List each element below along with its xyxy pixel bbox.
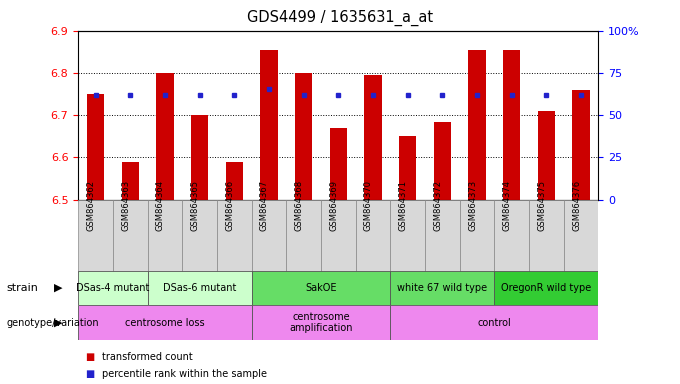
Bar <box>538 111 555 200</box>
Text: percentile rank within the sample: percentile rank within the sample <box>102 369 267 379</box>
Bar <box>564 200 598 273</box>
Bar <box>226 162 243 200</box>
Bar <box>573 90 590 200</box>
Bar <box>148 200 182 273</box>
Text: GSM864366: GSM864366 <box>225 180 234 231</box>
Text: GSM864373: GSM864373 <box>468 180 477 231</box>
Bar <box>390 200 425 273</box>
Text: ▶: ▶ <box>54 283 62 293</box>
Bar <box>78 271 148 305</box>
Bar <box>425 200 460 273</box>
Bar <box>113 200 148 273</box>
Bar <box>434 122 451 200</box>
Bar <box>252 200 286 273</box>
Text: GSM864375: GSM864375 <box>537 180 546 231</box>
Bar <box>191 115 208 200</box>
Text: genotype/variation: genotype/variation <box>7 318 99 328</box>
Text: ■: ■ <box>85 369 95 379</box>
Text: transformed count: transformed count <box>102 352 192 362</box>
Bar <box>364 75 381 200</box>
Text: GSM864368: GSM864368 <box>294 180 303 231</box>
Bar <box>78 200 113 273</box>
Text: GDS4499 / 1635631_a_at: GDS4499 / 1635631_a_at <box>247 10 433 26</box>
Text: DSas-4 mutant: DSas-4 mutant <box>76 283 150 293</box>
Bar <box>399 136 416 200</box>
Bar <box>494 200 529 273</box>
Text: control: control <box>477 318 511 328</box>
Text: GSM864369: GSM864369 <box>329 180 338 231</box>
Text: GSM864363: GSM864363 <box>121 180 130 231</box>
Text: strain: strain <box>7 283 39 293</box>
Bar <box>503 50 520 200</box>
Bar <box>390 271 494 305</box>
Text: GSM864362: GSM864362 <box>86 180 95 231</box>
Bar <box>356 200 390 273</box>
Text: GSM864372: GSM864372 <box>433 180 442 231</box>
Bar <box>330 128 347 200</box>
Bar <box>469 50 486 200</box>
Bar <box>217 200 252 273</box>
Bar <box>87 94 104 200</box>
Bar <box>260 50 277 200</box>
Text: OregonR wild type: OregonR wild type <box>501 283 592 293</box>
Bar <box>148 271 252 305</box>
Bar <box>78 305 252 340</box>
Bar <box>122 162 139 200</box>
Bar <box>252 271 390 305</box>
Bar <box>321 200 356 273</box>
Text: SakOE: SakOE <box>305 283 337 293</box>
Text: GSM864371: GSM864371 <box>398 180 407 231</box>
Text: white 67 wild type: white 67 wild type <box>397 283 488 293</box>
Bar <box>252 305 390 340</box>
Text: GSM864374: GSM864374 <box>503 180 511 231</box>
Text: GSM864376: GSM864376 <box>572 180 581 231</box>
Text: GSM864365: GSM864365 <box>190 180 200 231</box>
Text: GSM864364: GSM864364 <box>156 180 165 231</box>
Bar <box>295 73 312 200</box>
Bar <box>494 271 598 305</box>
Text: GSM864367: GSM864367 <box>260 180 269 231</box>
Bar <box>156 73 173 200</box>
Bar <box>286 200 321 273</box>
Bar <box>460 200 494 273</box>
Text: centrosome
amplification: centrosome amplification <box>289 312 353 333</box>
Text: DSas-6 mutant: DSas-6 mutant <box>163 283 236 293</box>
Bar <box>390 305 598 340</box>
Bar <box>529 200 564 273</box>
Text: GSM864370: GSM864370 <box>364 180 373 231</box>
Text: ■: ■ <box>85 352 95 362</box>
Text: ▶: ▶ <box>54 318 62 328</box>
Text: centrosome loss: centrosome loss <box>125 318 205 328</box>
Bar <box>182 200 217 273</box>
